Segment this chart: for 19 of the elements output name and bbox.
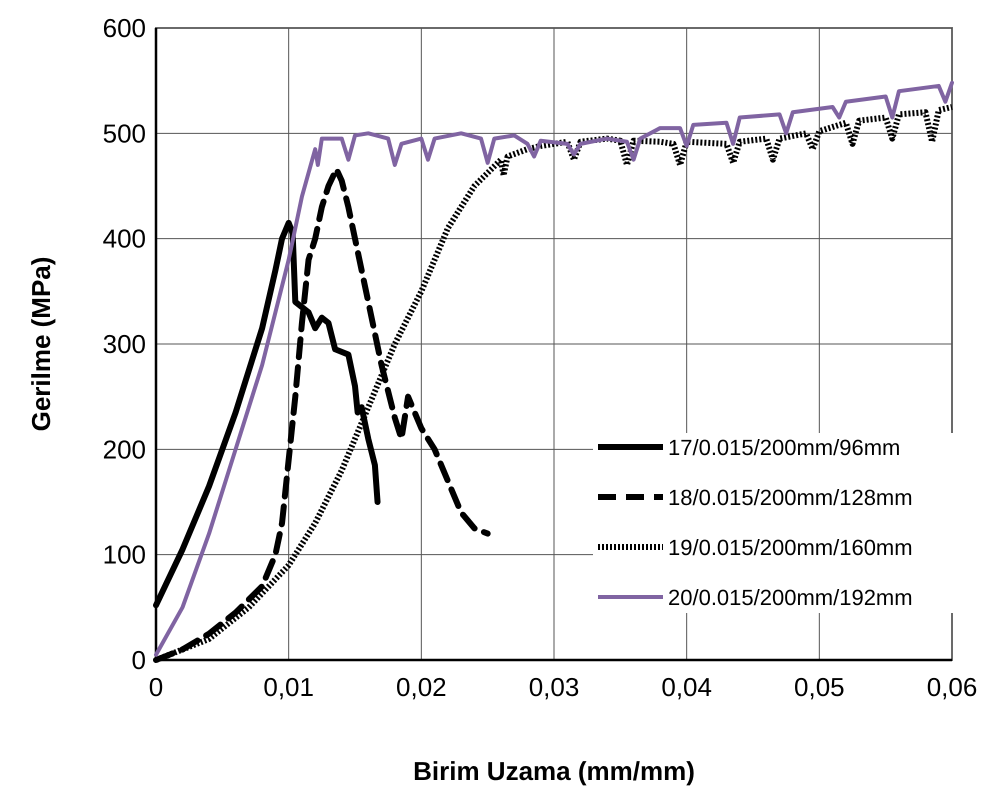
y-tick-label: 500 xyxy=(102,118,146,148)
x-tick-label: 0,06 xyxy=(926,672,978,702)
y-tick-label: 400 xyxy=(102,224,146,254)
x-tick-label: 0,05 xyxy=(794,672,845,702)
legend-label: 20/0.015/200mm/192mm xyxy=(668,585,913,610)
y-tick-label: 600 xyxy=(102,13,146,43)
y-tick-label: 0 xyxy=(132,645,146,675)
x-tick-label: 0,04 xyxy=(661,672,712,702)
x-tick-label: 0,03 xyxy=(528,672,580,702)
legend-label: 18/0.015/200mm/128mm xyxy=(668,485,913,510)
legend-label: 19/0.015/200mm/160mm xyxy=(668,535,913,560)
y-tick-label: 300 xyxy=(102,329,146,359)
x-tick-label: 0,02 xyxy=(396,672,447,702)
x-tick-label: 0,01 xyxy=(263,672,314,702)
y-tick-label: 200 xyxy=(102,434,146,464)
x-axis-title: Birim Uzama (mm/mm) xyxy=(413,756,695,786)
y-tick-label: 100 xyxy=(102,540,146,570)
y-axis-title: Gerilme (MPa) xyxy=(26,256,56,432)
legend-label: 17/0.015/200mm/96mm xyxy=(668,435,900,460)
